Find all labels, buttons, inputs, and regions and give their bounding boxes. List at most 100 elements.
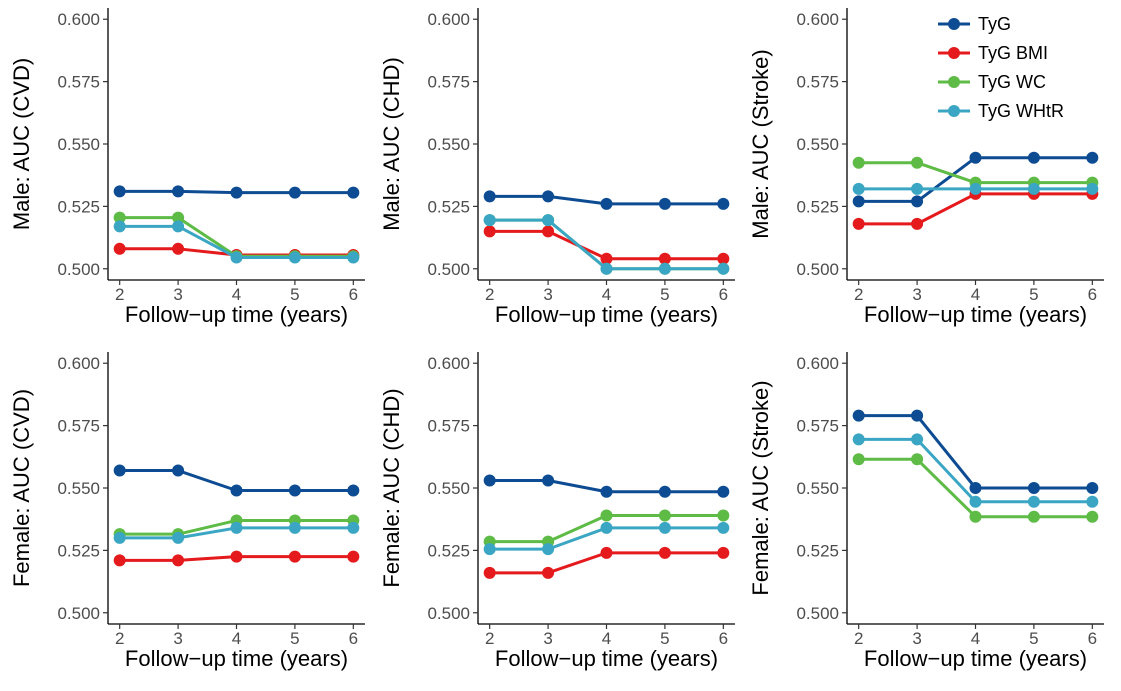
- data-point: [852, 195, 865, 208]
- series-tyg: [483, 474, 730, 498]
- y-tick-label: 0.500: [427, 604, 470, 623]
- chart-panel-male-chd: 0.500 0.525 0.550 0.575 0.600 2 3 4 5 6Follow−up …: [379, 8, 735, 327]
- series-tyg-whtr: [852, 433, 1099, 508]
- data-point: [230, 251, 243, 264]
- legend-label: TyG WHtR: [978, 101, 1064, 121]
- x-tick-label: 3: [543, 629, 552, 648]
- data-point: [542, 214, 555, 227]
- y-tick-label: 0.550: [57, 135, 100, 154]
- series-tyg: [852, 409, 1099, 494]
- y-axis-title: Male: AUC (Stroke): [748, 49, 773, 239]
- y-tick-label: 0.525: [427, 541, 470, 560]
- x-tick-label: 5: [660, 285, 669, 304]
- data-point: [911, 156, 924, 169]
- data-point: [542, 474, 555, 487]
- data-point: [1086, 151, 1099, 164]
- x-tick-label: 4: [232, 629, 241, 648]
- y-tick-label: 0.500: [57, 260, 100, 279]
- x-tick-label: 6: [349, 629, 358, 648]
- x-tick-label: 6: [719, 285, 728, 304]
- legend-key-point: [948, 47, 960, 59]
- series-line: [857, 414, 1094, 490]
- data-point: [172, 185, 185, 198]
- data-point: [969, 510, 982, 523]
- data-point: [1086, 482, 1099, 494]
- x-tick-label: 2: [854, 629, 863, 648]
- y-tick-label: 0.550: [796, 135, 839, 154]
- y-axis-title: Female: AUC (CVD): [9, 389, 34, 587]
- data-point: [1027, 510, 1040, 523]
- data-point: [911, 433, 924, 446]
- data-point: [658, 485, 671, 498]
- x-tick-label: 5: [1029, 285, 1038, 304]
- data-point: [969, 495, 982, 508]
- x-axis-title: Follow−up time (years): [495, 646, 718, 671]
- data-point: [172, 242, 185, 255]
- x-axis-title: Follow−up time (years): [125, 302, 348, 327]
- data-point: [113, 242, 126, 255]
- data-point: [1027, 151, 1040, 164]
- data-point: [852, 182, 865, 195]
- x-tick-label: 2: [115, 629, 124, 648]
- x-tick-label: 4: [971, 285, 980, 304]
- x-tick-label: 5: [660, 629, 669, 648]
- legend-label: TyG BMI: [978, 43, 1048, 63]
- data-point: [911, 182, 924, 195]
- y-tick-label: 0.525: [57, 197, 100, 216]
- data-point: [230, 186, 243, 199]
- series-tyg-bmi: [113, 550, 360, 567]
- data-point: [347, 550, 360, 563]
- data-point: [288, 186, 301, 199]
- x-tick-label: 6: [719, 629, 728, 648]
- x-tick-label: 5: [290, 629, 299, 648]
- data-point: [717, 262, 730, 275]
- legend-item-tyg: TyG: [938, 14, 1011, 34]
- data-point: [911, 217, 924, 230]
- y-tick-label: 0.575: [57, 417, 100, 436]
- data-point: [600, 485, 613, 498]
- x-axis-title: Follow−up time (years): [864, 646, 1087, 671]
- data-point: [969, 482, 982, 494]
- x-tick-label: 6: [1088, 285, 1097, 304]
- data-point: [717, 252, 730, 265]
- data-point: [852, 156, 865, 169]
- y-tick-label: 0.575: [427, 73, 470, 92]
- data-point: [288, 251, 301, 264]
- y-tick-label: 0.550: [796, 479, 839, 498]
- x-tick-label: 3: [543, 285, 552, 304]
- y-tick-label: 0.525: [57, 541, 100, 560]
- data-point: [852, 409, 865, 422]
- chart-panel-female-cvd: 0.500 0.525 0.550 0.575 0.600 2 3 4 5 6Follow−up …: [9, 352, 365, 671]
- y-tick-label: 0.500: [427, 260, 470, 279]
- series-tyg-wc: [852, 453, 1099, 523]
- series-tyg: [113, 464, 360, 497]
- data-point: [658, 546, 671, 559]
- data-point: [113, 185, 126, 198]
- data-point: [542, 566, 555, 579]
- data-point: [969, 182, 982, 195]
- data-point: [911, 453, 924, 466]
- data-point: [1086, 495, 1099, 508]
- y-tick-label: 0.525: [796, 197, 839, 216]
- data-point: [600, 546, 613, 559]
- y-tick-label: 0.575: [796, 417, 839, 436]
- x-tick-label: 6: [1088, 629, 1097, 648]
- x-tick-label: 2: [854, 285, 863, 304]
- data-point: [717, 485, 730, 498]
- series-tyg-whtr: [483, 521, 730, 556]
- x-tick-label: 3: [912, 285, 921, 304]
- data-point: [230, 521, 243, 534]
- y-tick-label: 0.550: [427, 479, 470, 498]
- data-point: [658, 521, 671, 534]
- data-point: [969, 151, 982, 164]
- chart-panel-female-chd: 0.500 0.525 0.550 0.575 0.600 2 3 4 5 6Follow−up …: [379, 352, 735, 671]
- y-tick-label: 0.550: [427, 135, 470, 154]
- y-tick-label: 0.600: [57, 354, 100, 373]
- legend-item-tyg-wc: TyG WC: [938, 72, 1046, 92]
- x-axis-title: Follow−up time (years): [864, 302, 1087, 327]
- x-axis-title: Follow−up time (years): [495, 302, 718, 327]
- data-point: [347, 251, 360, 264]
- data-point: [483, 566, 496, 579]
- data-point: [717, 521, 730, 534]
